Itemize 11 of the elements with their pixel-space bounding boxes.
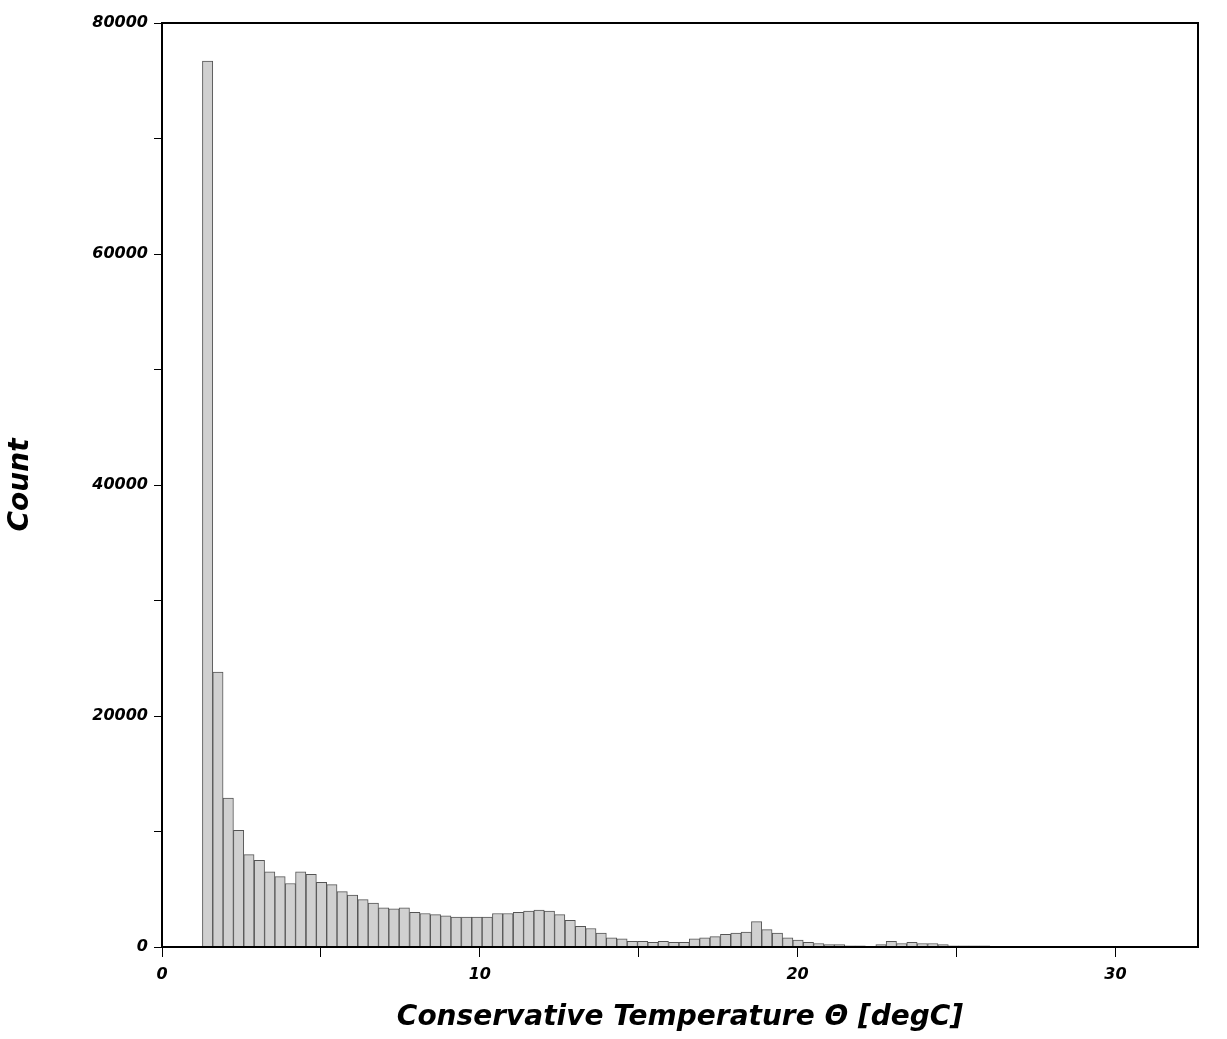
x-tick-label: 10: [468, 963, 491, 983]
y-tick-label: 60000: [92, 243, 148, 263]
x-tick-label: 0: [156, 963, 168, 983]
y-axis-title: Count: [2, 436, 36, 532]
x-tick-label: 20: [786, 963, 809, 983]
x-tick-label: 30: [1104, 963, 1127, 983]
y-tick-label: 0: [136, 936, 148, 956]
y-tick-label: 80000: [92, 12, 148, 32]
y-tick-label: 40000: [91, 474, 148, 494]
y-tick-label: 20000: [92, 705, 148, 725]
x-axis-title: Conservative Temperature Θ [degC]: [396, 999, 964, 1033]
